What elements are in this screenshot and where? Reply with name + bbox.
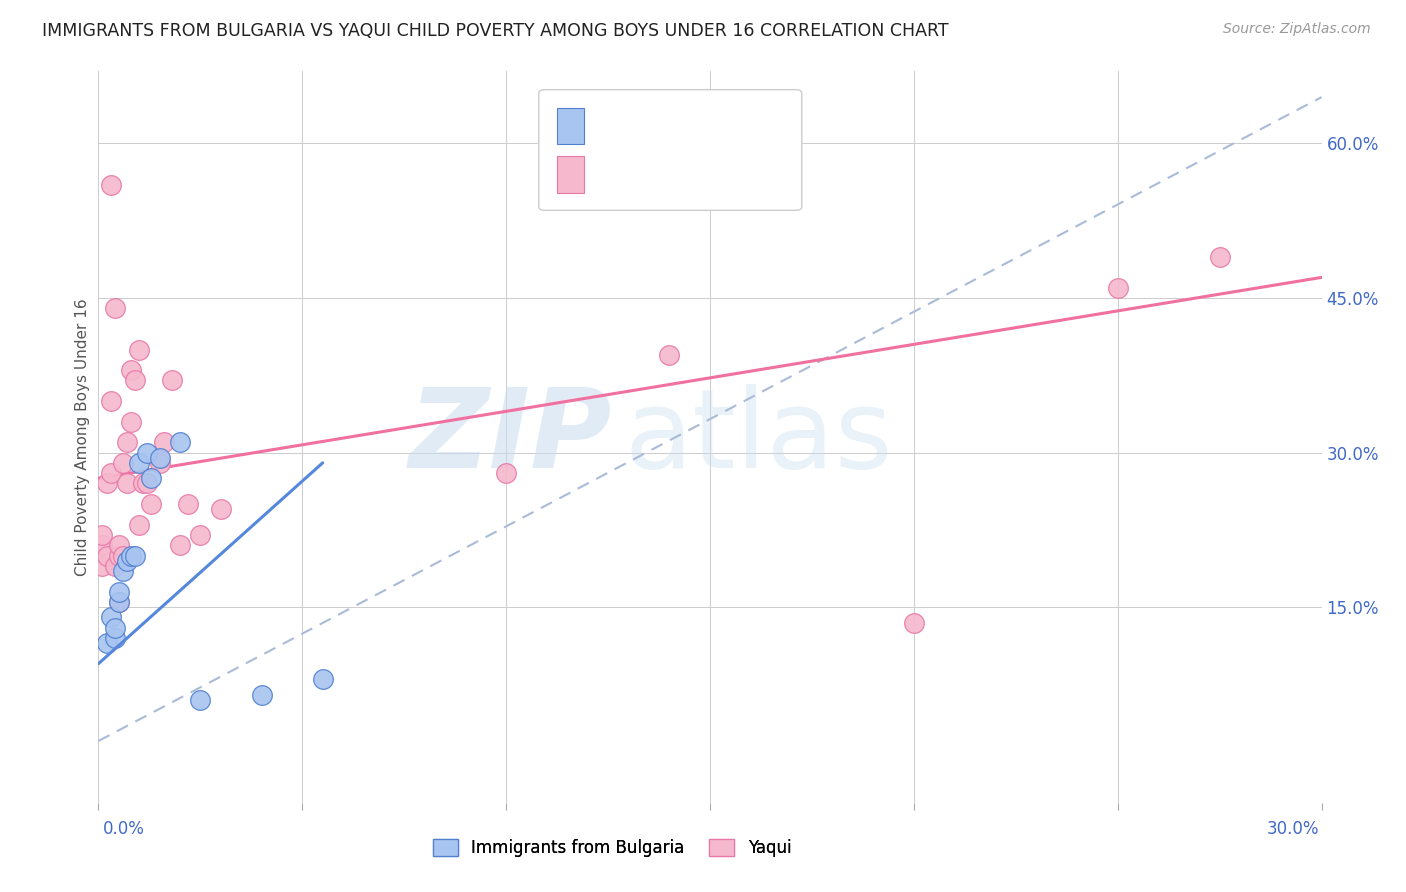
Text: ZIP: ZIP xyxy=(409,384,612,491)
Point xyxy=(96,476,118,491)
Point xyxy=(115,554,138,568)
Point xyxy=(1209,250,1232,264)
Text: N = 18: N = 18 xyxy=(700,128,758,145)
Point xyxy=(120,549,142,563)
Point xyxy=(108,595,131,609)
Text: 30.0%: 30.0% xyxy=(1267,820,1319,838)
Text: R = 0.438: R = 0.438 xyxy=(599,128,682,145)
Point xyxy=(250,688,273,702)
Point xyxy=(111,456,134,470)
FancyBboxPatch shape xyxy=(557,156,583,193)
Point xyxy=(128,517,150,532)
Text: N = 37: N = 37 xyxy=(700,163,758,182)
Text: Source: ZipAtlas.com: Source: ZipAtlas.com xyxy=(1223,22,1371,37)
Text: IMMIGRANTS FROM BULGARIA VS YAQUI CHILD POVERTY AMONG BOYS UNDER 16 CORRELATION : IMMIGRANTS FROM BULGARIA VS YAQUI CHILD … xyxy=(42,22,949,40)
Point xyxy=(91,538,114,552)
Point xyxy=(104,301,127,316)
Point xyxy=(152,435,174,450)
Point xyxy=(169,538,191,552)
Point xyxy=(132,476,155,491)
Point xyxy=(115,435,138,450)
Point xyxy=(120,415,142,429)
Point xyxy=(100,610,122,624)
Point xyxy=(124,373,146,387)
Point xyxy=(209,502,232,516)
Point xyxy=(169,435,191,450)
Point xyxy=(160,373,183,387)
Point xyxy=(111,564,134,578)
Point xyxy=(108,538,131,552)
Point xyxy=(108,595,131,609)
Point xyxy=(96,549,118,563)
Point xyxy=(312,672,335,686)
Point xyxy=(108,584,131,599)
Point xyxy=(149,456,172,470)
Point xyxy=(128,343,150,357)
Point xyxy=(120,363,142,377)
Point xyxy=(1107,281,1129,295)
Point xyxy=(188,528,212,542)
Point xyxy=(104,631,127,645)
Point xyxy=(141,497,163,511)
Point xyxy=(903,615,925,630)
Text: R = 0.286: R = 0.286 xyxy=(599,163,682,182)
Point xyxy=(104,621,127,635)
Point xyxy=(188,693,212,707)
Point xyxy=(115,476,138,491)
Point xyxy=(104,558,127,573)
Point xyxy=(149,450,172,465)
Point xyxy=(141,471,163,485)
Y-axis label: Child Poverty Among Boys Under 16: Child Poverty Among Boys Under 16 xyxy=(75,298,90,576)
Point xyxy=(108,549,131,563)
Point xyxy=(136,445,159,459)
Point xyxy=(495,466,517,480)
Legend: Immigrants from Bulgaria, Yaqui: Immigrants from Bulgaria, Yaqui xyxy=(426,832,799,864)
Point xyxy=(658,348,681,362)
Point xyxy=(177,497,200,511)
Point xyxy=(111,549,134,563)
Point xyxy=(91,528,114,542)
Point xyxy=(100,394,122,409)
Point xyxy=(136,476,159,491)
Point xyxy=(96,636,118,650)
Text: 0.0%: 0.0% xyxy=(103,820,145,838)
Point xyxy=(128,456,150,470)
FancyBboxPatch shape xyxy=(538,90,801,211)
Point xyxy=(91,558,114,573)
Point xyxy=(124,549,146,563)
FancyBboxPatch shape xyxy=(557,108,583,145)
Point xyxy=(100,466,122,480)
Text: atlas: atlas xyxy=(624,384,893,491)
Point xyxy=(100,178,122,192)
